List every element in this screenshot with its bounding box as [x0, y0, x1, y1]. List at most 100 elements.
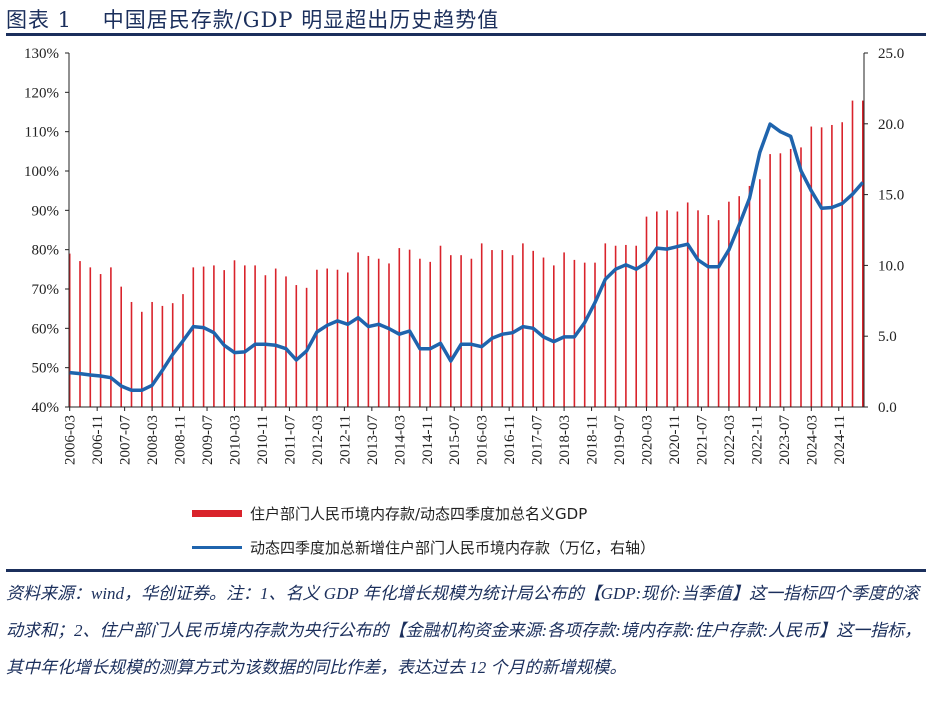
bar [264, 275, 267, 407]
bar [357, 252, 359, 407]
bar [810, 126, 813, 407]
bar [450, 255, 452, 407]
x-tick-label: 2008-03 [145, 415, 161, 465]
bar [676, 211, 679, 407]
x-tick-label: 2006-03 [63, 415, 79, 465]
y-right-tick-label: 15.0 [878, 188, 904, 204]
bar [697, 210, 699, 407]
y-right-tick-label: 20.0 [878, 117, 904, 133]
bar [656, 211, 658, 407]
bar [542, 257, 545, 407]
bar [480, 243, 483, 407]
bar [419, 258, 421, 407]
y-left-tick-label: 60% [32, 321, 60, 337]
source-note: 资料来源：wind，华创证券。注：1、名义 GDP 年化增长规模为统计局公布的【… [6, 584, 922, 677]
y-left-tick-label: 120% [24, 85, 59, 101]
x-tick-label: 2023-07 [777, 415, 793, 465]
bar [367, 255, 370, 407]
bar [388, 263, 390, 407]
y-right-tick-label: 5.0 [878, 329, 897, 345]
bar [553, 265, 555, 407]
bar [491, 250, 493, 407]
y-left-tick-label: 40% [32, 400, 60, 416]
x-tick-label: 2021-07 [694, 415, 710, 465]
axes: 40% 50% 60% 70% 80% 90% 100% 110% 120% 130% 0.0 5.0… [24, 46, 904, 465]
bar [213, 265, 215, 407]
x-tick-label: 2017-07 [530, 415, 546, 465]
bar [501, 250, 504, 407]
x-tick-label: 2016-03 [475, 415, 491, 465]
line-series [69, 122, 865, 393]
bar [141, 311, 143, 407]
bar [182, 294, 184, 407]
x-tick-label: 2015-07 [447, 415, 463, 465]
legend-swatch-line [192, 546, 242, 549]
y-right-tick-label: 0.0 [878, 400, 897, 416]
y-left-tick-label: 110% [25, 125, 59, 141]
x-tick-label: 2014-11 [420, 415, 436, 464]
bar [563, 252, 565, 407]
bar [851, 100, 854, 408]
y-left-tick-label: 50% [32, 361, 60, 377]
title-rule [6, 33, 926, 36]
bar [831, 124, 833, 407]
bar [120, 286, 122, 407]
bar [759, 179, 761, 407]
bar [666, 210, 668, 407]
y-left-tick-label: 90% [32, 203, 60, 219]
bar [326, 268, 328, 407]
x-tick-label: 2007-07 [118, 415, 134, 465]
y-left-tick-label: 80% [32, 243, 60, 259]
bar [769, 154, 771, 407]
bar [748, 185, 751, 407]
bar [800, 147, 802, 407]
x-tick-label: 2014-03 [392, 415, 408, 465]
bar [625, 244, 627, 407]
bar [130, 301, 133, 407]
bar [285, 276, 287, 407]
x-tick-label: 2020-11 [667, 415, 683, 464]
bar [99, 274, 102, 407]
bar [779, 153, 782, 407]
legend-label-line: 动态四季度加总新增住户部门人民币境内存款（万亿，右轴） [250, 539, 656, 557]
bar [460, 255, 462, 407]
x-tick-label: 2024-03 [804, 415, 820, 465]
bar [110, 267, 112, 407]
figure-title: 图表 1 中国居民存款/GDP 明显超出历史趋势值 [6, 8, 500, 32]
bar [79, 261, 81, 407]
bar [244, 265, 246, 407]
y-left-tick-label: 100% [24, 164, 59, 180]
bar [573, 259, 576, 407]
bar [604, 243, 607, 407]
bar [594, 262, 596, 407]
bar [635, 245, 637, 407]
legend-swatch-bar [192, 510, 242, 517]
x-tick-label: 2019-07 [612, 415, 628, 465]
y-left-tick-label: 130% [24, 46, 59, 62]
legend-item-bars: 住户部门人民币境内存款/动态四季度加总名义GDP [192, 503, 587, 524]
bar [789, 148, 792, 407]
x-tick-label: 2006-11 [90, 415, 106, 464]
bar [862, 100, 864, 408]
x-tick-label: 2018-03 [557, 415, 573, 465]
bar [192, 267, 195, 407]
y-right-tick-label: 25.0 [878, 46, 904, 62]
bar [686, 202, 689, 407]
x-tick-label: 2008-11 [173, 415, 189, 464]
bar [223, 270, 225, 407]
bar [336, 269, 339, 407]
bar [645, 216, 648, 407]
legend-label-bars: 住户部门人民币境内存款/动态四季度加总名义GDP [250, 505, 588, 523]
x-tick-label: 2022-11 [749, 415, 765, 464]
bar [89, 267, 92, 407]
x-tick-label: 2009-07 [200, 415, 216, 465]
bar [377, 258, 380, 407]
x-tick-label: 2011-07 [282, 415, 298, 465]
bar [274, 268, 277, 407]
bar [707, 215, 710, 407]
bar [728, 201, 730, 407]
bar [408, 249, 411, 407]
bar [68, 253, 71, 407]
bar [717, 220, 720, 407]
bar [583, 262, 586, 407]
